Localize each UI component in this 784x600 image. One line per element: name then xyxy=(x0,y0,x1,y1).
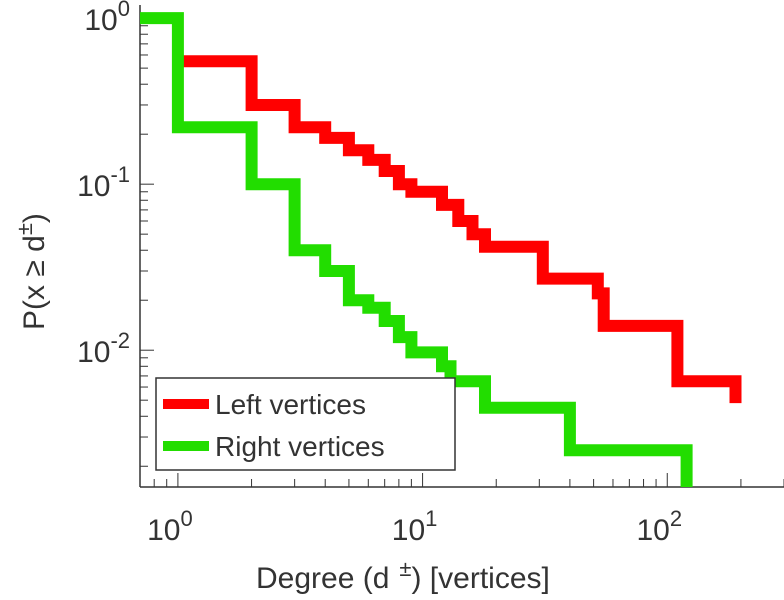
legend-label-left-vertices: Left vertices xyxy=(215,389,366,420)
x-axis-label: Degree (d ±) [vertices] xyxy=(256,556,550,595)
x-tick-label-exponent: 2 xyxy=(670,506,682,531)
x-tick-label: 100 xyxy=(147,506,193,547)
legend-box xyxy=(155,377,456,471)
y-axis-label-tail: ) xyxy=(18,213,51,223)
legend-label-right-vertices: Right vertices xyxy=(215,431,385,462)
y-axis-label-sup: ± xyxy=(12,223,37,235)
y-tick-label: 10-1 xyxy=(77,162,130,203)
y-tick-label: 100 xyxy=(84,0,130,37)
x-axis-label-tail: ) [vertices] xyxy=(411,562,549,595)
x-tick-label: 101 xyxy=(392,506,438,547)
series-line-left-vertices xyxy=(177,55,742,404)
x-tick-label-exponent: 1 xyxy=(425,506,437,531)
y-tick-label-exponent: 0 xyxy=(118,0,130,21)
x-tick-label-base: 10 xyxy=(636,514,669,547)
y-tick-label: 10-2 xyxy=(77,328,130,369)
y-tick-label-base: 10 xyxy=(84,4,117,37)
x-axis-label-sup: ± xyxy=(399,556,411,581)
y-tick-label-exponent: -2 xyxy=(110,328,130,353)
series-line-right-vertices xyxy=(140,12,693,487)
x-tick-label-exponent: 0 xyxy=(180,506,192,531)
y-tick-label-base: 10 xyxy=(77,170,110,203)
legend: Left vertices Right vertices xyxy=(155,377,456,471)
x-tick-label-base: 10 xyxy=(147,514,180,547)
y-tick-label-base: 10 xyxy=(77,336,110,369)
x-tick-label-base: 10 xyxy=(392,514,425,547)
y-tick-label-exponent: -1 xyxy=(110,162,130,187)
x-tick-label: 102 xyxy=(636,506,682,547)
y-axis-label: P(x ≥ d±) xyxy=(12,213,51,330)
x-axis-label-main: Degree (d xyxy=(256,562,389,595)
y-axis-label-main: P(x ≥ d xyxy=(18,235,51,330)
